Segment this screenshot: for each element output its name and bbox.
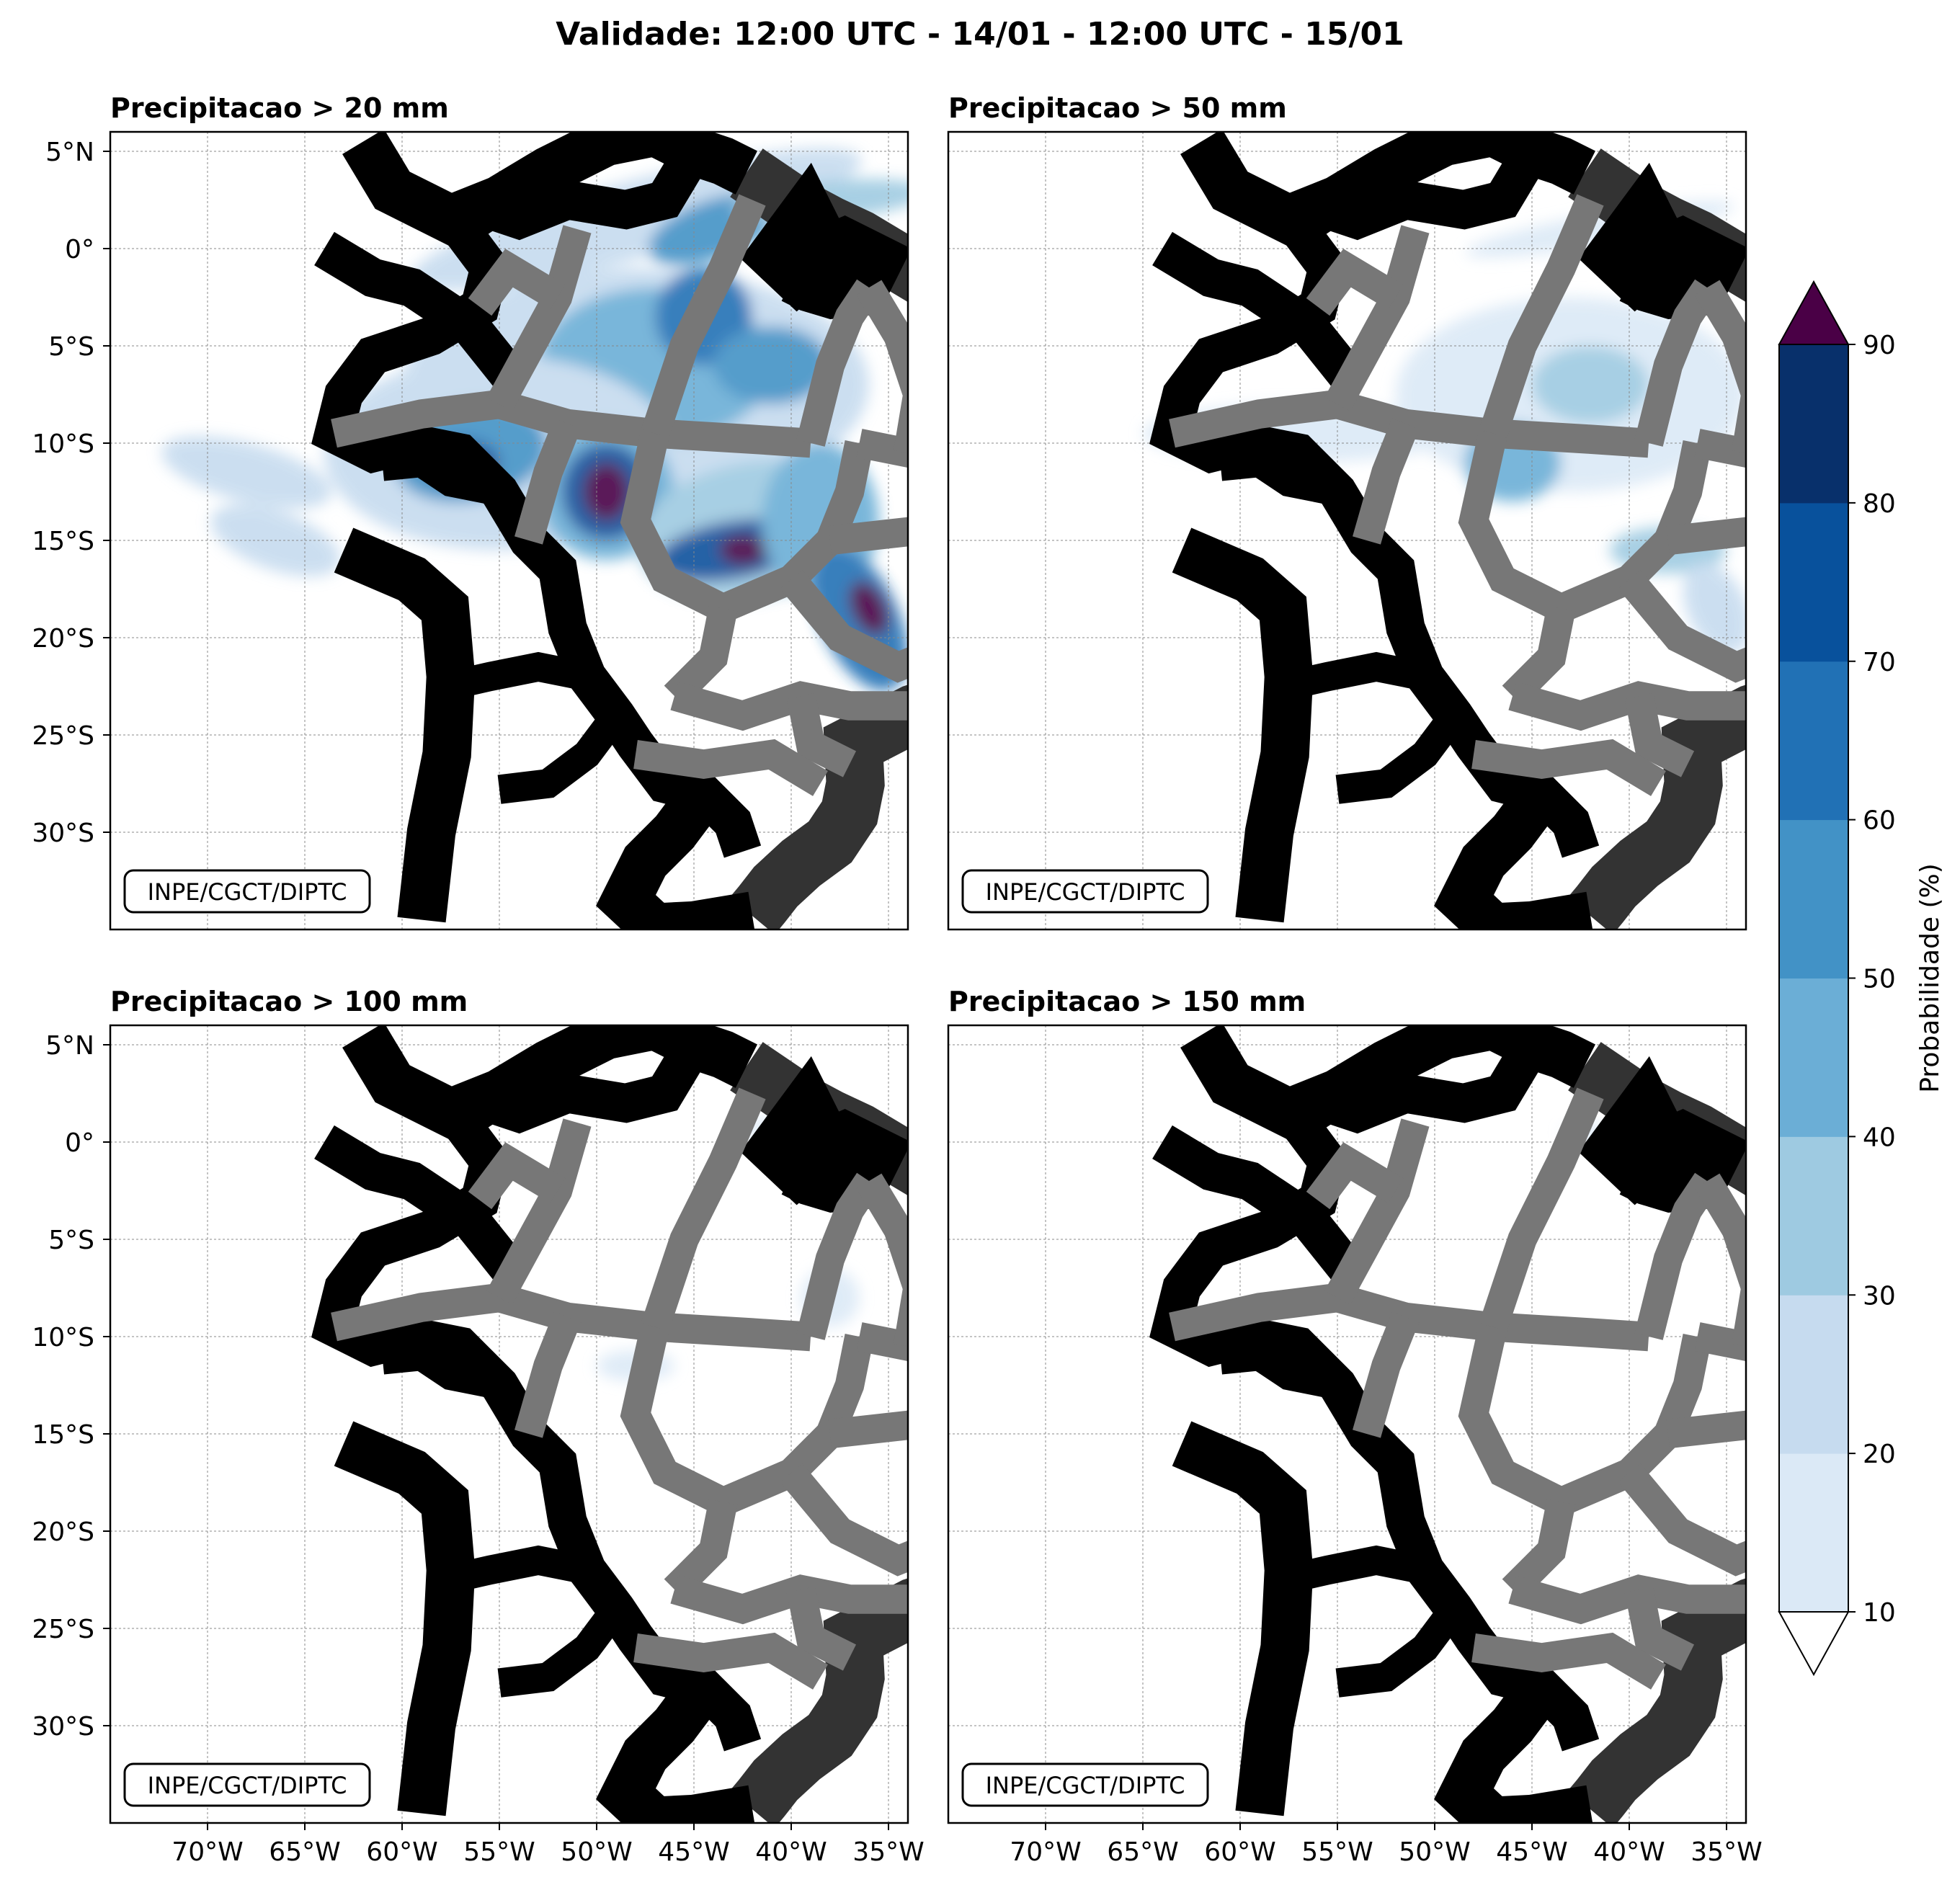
svg-text:INPE/CGCT/DIPTC: INPE/CGCT/DIPTC (148, 1772, 347, 1799)
lon-tick-label: 45°W (658, 1837, 729, 1867)
map-panel-2: Precipitacao > 50 mm INPE/CGCT/DIPTC (947, 92, 1747, 931)
probability-area-22 (849, 581, 889, 636)
figure-title: Validade: 12:00 UTC - 14/01 - 12:00 UTC … (556, 16, 1404, 53)
lat-tick-label: 0° (65, 235, 94, 264)
probability-area-7 (1683, 562, 1746, 655)
lon-tick-label: 65°W (1107, 1837, 1178, 1867)
colorbar-tick-label: 60 (1863, 806, 1896, 836)
probability-area-12 (161, 436, 331, 509)
colorbar-segment (1779, 819, 1848, 978)
panel-title: Precipitacao > 100 mm (110, 986, 468, 1017)
colorbar-tick-label: 40 (1863, 1123, 1896, 1152)
lat-tick-label: 10°S (32, 429, 94, 459)
colorbar-tick-label: 10 (1863, 1598, 1896, 1628)
watermark: INPE/CGCT/DIPTC (961, 869, 1209, 914)
lon-tick-label: 65°W (269, 1837, 340, 1867)
colorbar-tick-label: 80 (1863, 489, 1896, 519)
colorbar-tick-label: 30 (1863, 1281, 1896, 1311)
svg-text:INPE/CGCT/DIPTC: INPE/CGCT/DIPTC (986, 878, 1185, 906)
lon-tick-label: 40°W (755, 1837, 827, 1867)
probability-area-19 (719, 534, 766, 566)
watermark: INPE/CGCT/DIPTC (123, 869, 371, 914)
colorbar-tick-label: 50 (1863, 965, 1896, 994)
colorbar: 10 20 30 40 50 60 70 80 90 Probabilidade (%) (1778, 280, 1945, 1677)
map-panel-4: Precipitacao > 150 mm 70°W 65°W 60°W 55°W 50°… (947, 986, 1763, 1867)
panel-title: Precipitacao > 150 mm (948, 986, 1306, 1017)
lat-tick-label: 10°S (32, 1323, 94, 1352)
colorbar-segment (1779, 1453, 1848, 1613)
lat-tick-label: 25°S (32, 721, 94, 751)
map-panel-1: Precipitacao > 20 mm 5°N 0° 5°S 10°S 15°S 20°S… (32, 92, 909, 931)
lon-tick-label: 50°W (1399, 1837, 1470, 1867)
colorbar-segment (1779, 502, 1848, 662)
map-frame (109, 1024, 909, 1824)
colorbar-tick-label: 90 (1863, 331, 1896, 360)
lon-tick-label: 55°W (463, 1837, 535, 1867)
colorbar-segment (1779, 344, 1848, 504)
colorbar-segment (1779, 661, 1848, 821)
lon-tick-label: 60°W (366, 1837, 437, 1867)
map-panel-3: Precipitacao > 100 mm 5°N 0° 5°S 10°S 15°S 20°… (32, 986, 1122, 1867)
lat-tick-label: 15°S (32, 1420, 94, 1450)
lat-tick-label: 5°N (45, 1031, 94, 1061)
lon-tick-label: 55°W (1301, 1837, 1373, 1867)
map-frame (947, 1024, 1747, 1824)
lat-tick-label: 20°S (32, 624, 94, 654)
colorbar-over-triangle (1778, 280, 1850, 345)
lat-tick-label: 15°S (32, 527, 94, 556)
watermark: INPE/CGCT/DIPTC (961, 1762, 1209, 1807)
lon-tick-label: 45°W (1496, 1837, 1567, 1867)
panel-title: Precipitacao > 20 mm (110, 92, 449, 124)
lon-tick-label: 70°W (1010, 1837, 1081, 1867)
svg-text:INPE/CGCT/DIPTC: INPE/CGCT/DIPTC (986, 1772, 1185, 1799)
map-frame (947, 130, 1747, 931)
colorbar-tick-label: 20 (1863, 1440, 1896, 1469)
colorbar-under-triangle (1778, 1611, 1850, 1677)
lat-tick-label: 25°S (32, 1615, 94, 1644)
svg-text:INPE/CGCT/DIPTC: INPE/CGCT/DIPTC (148, 878, 347, 906)
map-frame (109, 130, 909, 931)
lat-tick-label: 0° (65, 1128, 94, 1158)
lon-tick-label: 40°W (1593, 1837, 1665, 1867)
lat-tick-label: 30°S (32, 1712, 94, 1742)
lat-tick-label: 30°S (32, 819, 94, 848)
colorbar-tick-label: 70 (1863, 648, 1896, 677)
lat-tick-label: 5°S (48, 1226, 94, 1255)
lon-tick-label: 35°W (1690, 1837, 1762, 1867)
panel-title: Precipitacao > 50 mm (948, 92, 1287, 124)
country-borders (324, 1025, 1122, 1821)
colorbar-segment (1779, 1295, 1848, 1454)
colorbar-label: Probabilidade (%) (1915, 863, 1945, 1093)
lon-tick-label: 50°W (561, 1837, 632, 1867)
colorbar-segment (1779, 978, 1848, 1137)
probability-area-16 (583, 463, 630, 521)
watermark: INPE/CGCT/DIPTC (123, 1762, 371, 1807)
lon-tick-label: 35°W (852, 1837, 924, 1867)
lat-tick-label: 5°N (45, 138, 94, 167)
lat-tick-label: 5°S (48, 332, 94, 362)
lon-tick-label: 60°W (1204, 1837, 1275, 1867)
lon-tick-label: 70°W (172, 1837, 243, 1867)
lat-tick-label: 20°S (32, 1517, 94, 1547)
colorbar-segment (1779, 1136, 1848, 1296)
probability-area-3 (1532, 346, 1649, 424)
